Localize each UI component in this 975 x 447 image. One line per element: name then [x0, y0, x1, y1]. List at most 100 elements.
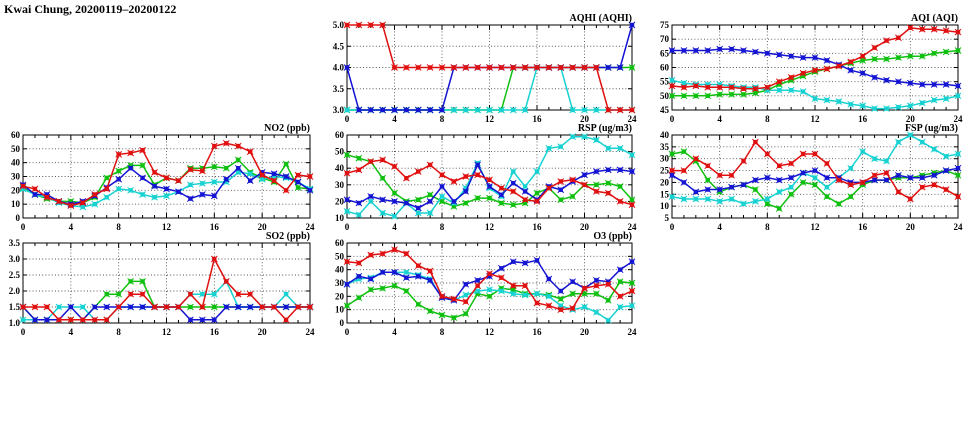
no2-title: NO2 (ppb) [264, 123, 310, 134]
rsp-series-blue [343, 161, 636, 212]
rsp-chart: 10 20 30 40 50 60 0 4 8 12 16 20 24 RSP (ug/m3) [335, 123, 637, 232]
no2-ytick: 20 [11, 185, 21, 195]
o3-title: O3 (ppb) [593, 231, 632, 242]
o3-xtick: 12 [485, 327, 495, 337]
aqi-xtick: 8 [765, 114, 770, 124]
aqhi-title: AQHI (AQHI) [570, 13, 633, 24]
aqi-xtick: 24 [954, 114, 964, 124]
aqhi-ytick: 4.0 [333, 63, 345, 73]
aqhi-xtick: 4 [392, 114, 397, 124]
so2-ytick: 3.0 [9, 254, 21, 264]
o3-ytick: 20 [335, 291, 345, 301]
so2-series-red [19, 255, 314, 324]
aqi-ytick: 75 [660, 20, 670, 30]
no2-ytick: 40 [11, 158, 21, 168]
aqi-series-red [668, 24, 962, 93]
fsp-ytick: 5 [665, 213, 670, 223]
o3-xtick: 16 [533, 327, 543, 337]
so2-ytick: 1.0 [9, 318, 21, 328]
rsp-xtick: 24 [628, 222, 638, 232]
rsp-xtick: 4 [392, 222, 397, 232]
no2-xtick: 20 [258, 222, 268, 232]
o3-xtick: 24 [628, 327, 638, 337]
o3-xtick: 4 [392, 327, 397, 337]
fsp-xtick: 4 [717, 222, 722, 232]
aqhi-ytick: 3.5 [333, 84, 345, 94]
aqi-series-cyan [668, 76, 962, 112]
no2-xtick: 16 [210, 222, 220, 232]
aqhi-xtick: 24 [628, 114, 638, 124]
no2-series-red [19, 139, 314, 209]
aqhi-ytick: 4.5 [333, 41, 345, 51]
no2-ytick: 60 [11, 130, 21, 140]
so2-ytick: 1.5 [9, 302, 21, 312]
no2-ytick: 0 [16, 213, 21, 223]
rsp-ytick: 60 [335, 130, 345, 140]
rsp-ytick: 20 [335, 196, 345, 206]
page-title: Kwai Chung, 20200119–20200122 [4, 2, 177, 16]
so2-ytick: 3.5 [9, 238, 21, 248]
aqhi-xtick: 20 [580, 114, 590, 124]
fsp-xtick: 20 [906, 222, 916, 232]
aqi-series-green [668, 47, 962, 100]
so2-xtick: 8 [116, 327, 121, 337]
no2-chart: 0 10 20 30 40 50 60 0 4 8 12 16 20 24 NO2 (ppb) [11, 123, 315, 232]
aqhi-xtick: 8 [440, 114, 445, 124]
rsp-ytick: 30 [335, 180, 345, 190]
no2-ytick: 50 [11, 144, 21, 154]
fsp-xtick: 16 [858, 222, 868, 232]
rsp-series-red [343, 156, 636, 209]
so2-chart: 1.0 1.5 2.0 2.5 3.0 3.5 0 4 8 12 16 20 24 SO2 (ppb) [9, 231, 315, 337]
rsp-xtick: 20 [580, 222, 590, 232]
no2-ytick: 10 [11, 199, 21, 209]
fsp-xtick: 8 [765, 222, 770, 232]
aqi-xtick: 20 [906, 114, 916, 124]
o3-ytick: 60 [335, 238, 345, 248]
so2-xtick: 12 [162, 327, 172, 337]
so2-ytick: 2.5 [9, 270, 21, 280]
o3-chart: 0 10 20 30 40 50 60 0 4 8 12 16 20 24 O3 (ppb) [335, 231, 637, 337]
fsp-series-blue [668, 164, 962, 196]
aqi-xtick: 0 [670, 114, 675, 124]
aqi-ytick: 45 [660, 105, 670, 115]
so2-xtick: 20 [258, 327, 268, 337]
so2-ytick: 2.0 [9, 286, 21, 296]
aqhi-chart: 3.0 3.5 4.0 4.5 5.0 0 4 8 12 16 20 24 AQHI (AQHI) [333, 13, 637, 124]
o3-ytick: 40 [335, 265, 345, 275]
fsp-ytick: 30 [660, 154, 670, 164]
aqhi-xtick: 0 [345, 114, 350, 124]
fsp-ytick: 15 [660, 189, 670, 199]
aqhi-ytick: 5.0 [333, 20, 345, 30]
fsp-xtick: 24 [954, 222, 964, 232]
so2-xtick: 24 [306, 327, 316, 337]
fsp-ytick: 25 [660, 166, 670, 176]
fsp-title: FSP (ug/m3) [905, 123, 958, 134]
fsp-xtick: 12 [811, 222, 821, 232]
rsp-ytick: 40 [335, 163, 345, 173]
o3-series-red [343, 246, 636, 314]
no2-xtick: 12 [162, 222, 172, 232]
o3-xtick: 0 [345, 327, 350, 337]
o3-xtick: 20 [580, 327, 590, 337]
aqhi-series-red [343, 21, 636, 114]
aqi-ytick: 50 [660, 91, 670, 101]
rsp-title: RSP (ug/m3) [578, 123, 632, 134]
aqi-xtick: 16 [858, 114, 868, 124]
fsp-ytick: 10 [660, 201, 670, 211]
fsp-ytick: 40 [660, 130, 670, 140]
rsp-ytick: 50 [335, 147, 345, 157]
aqi-ytick: 55 [660, 77, 670, 87]
aqhi-xtick: 12 [485, 114, 495, 124]
no2-xtick: 0 [21, 222, 26, 232]
aqi-ytick: 60 [660, 63, 670, 73]
no2-xtick: 4 [69, 222, 74, 232]
no2-xtick: 24 [306, 222, 316, 232]
aqi-ytick: 65 [660, 48, 670, 58]
rsp-xtick: 8 [440, 222, 445, 232]
rsp-ytick: 10 [335, 213, 345, 223]
fsp-ytick: 20 [660, 177, 670, 187]
o3-xtick: 8 [440, 327, 445, 337]
aqi-title: AQI (AQI) [911, 13, 958, 24]
